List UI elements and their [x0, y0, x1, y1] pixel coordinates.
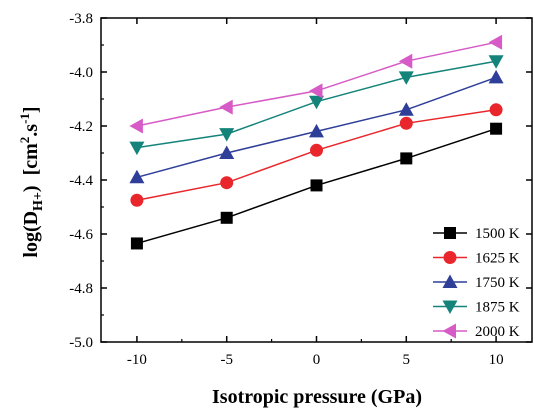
data-point — [219, 99, 233, 115]
x-tick-label: 10 — [489, 352, 504, 368]
data-point — [309, 95, 324, 110]
data-point — [219, 145, 235, 159]
series-1 — [130, 103, 503, 207]
series-0 — [130, 122, 503, 250]
data-point — [400, 152, 413, 165]
data-point — [398, 71, 414, 85]
legend-entry: 1500 K — [433, 226, 520, 242]
series-4 — [129, 34, 503, 134]
y-axis-title-close: ) — [20, 185, 42, 192]
data-point — [399, 116, 413, 130]
y-axis-title-units-close: ] — [20, 106, 42, 113]
data-point — [129, 141, 145, 156]
y-axis-title: log(DH+) [cm2.s-1] — [17, 106, 46, 257]
data-point — [309, 83, 323, 99]
data-point — [310, 179, 323, 192]
legend-entry: 1625 K — [433, 251, 520, 267]
data-point — [219, 128, 235, 142]
legend-entry: 1750 K — [433, 274, 520, 291]
legend-marker — [442, 300, 458, 314]
y-axis-title-subscript: H+ — [31, 192, 46, 211]
legend-label: 1750 K — [475, 275, 520, 291]
data-point — [130, 237, 143, 250]
y-axis-title-units-sup2: -1 — [17, 113, 32, 124]
legend-label: 1500 K — [475, 226, 520, 242]
plot-area — [129, 34, 504, 250]
y-tick-label: -4.0 — [69, 65, 93, 81]
y-tick-label: -4.8 — [69, 281, 93, 297]
x-axis-title: Isotropic pressure (GPa) — [212, 386, 422, 408]
data-point — [488, 34, 503, 50]
data-point — [398, 102, 414, 116]
y-tick-label: -4.2 — [69, 119, 93, 135]
data-point — [310, 143, 323, 157]
data-point — [220, 211, 233, 224]
x-tick-label: -10 — [127, 352, 147, 368]
y-tick-label: -4.4 — [69, 173, 93, 189]
y-tick-label: -5.0 — [69, 335, 93, 351]
series-3 — [129, 55, 504, 156]
legend-label: 2000 K — [475, 324, 520, 340]
data-point — [309, 123, 324, 138]
data-point — [130, 193, 144, 207]
data-point — [490, 122, 503, 135]
x-tick-label: -5 — [220, 352, 233, 368]
x-tick-label: 0 — [313, 352, 321, 368]
legend-entry: 1875 K — [433, 300, 520, 316]
legend-label: 1625 K — [475, 251, 520, 267]
y-tick-label: -3.8 — [69, 11, 93, 27]
x-tick-label: 5 — [403, 352, 411, 368]
legend-marker — [442, 323, 456, 339]
data-point — [129, 118, 143, 134]
legend-label: 1875 K — [475, 300, 520, 316]
data-point — [129, 169, 145, 184]
axes: -10 -5 0 5 10 -5.0 -4.8 -4.6 -4.4 -4.2 -4.0 -3.8 — [69, 11, 533, 368]
y-tick-label: -4.6 — [69, 227, 93, 243]
series-2 — [129, 69, 504, 184]
data-point — [489, 103, 503, 117]
y-axis-title-units-sup1: 2 — [17, 137, 32, 144]
series-line — [136, 41, 497, 127]
legend-entry: 2000 K — [433, 323, 520, 340]
legend-marker — [443, 251, 457, 264]
y-axis-title-units-open: [cm — [20, 143, 42, 176]
data-point — [220, 176, 234, 190]
data-point — [488, 55, 504, 69]
legend-marker — [444, 227, 456, 239]
legend-marker — [442, 274, 458, 288]
data-point — [488, 69, 504, 84]
data-point — [398, 53, 413, 69]
y-axis-title-units-mid: .s — [20, 124, 42, 137]
legend: 1500 K 1625 K 1750 K 1875 K 2000 K — [433, 226, 520, 340]
y-axis-title-main: log(D — [20, 211, 42, 258]
